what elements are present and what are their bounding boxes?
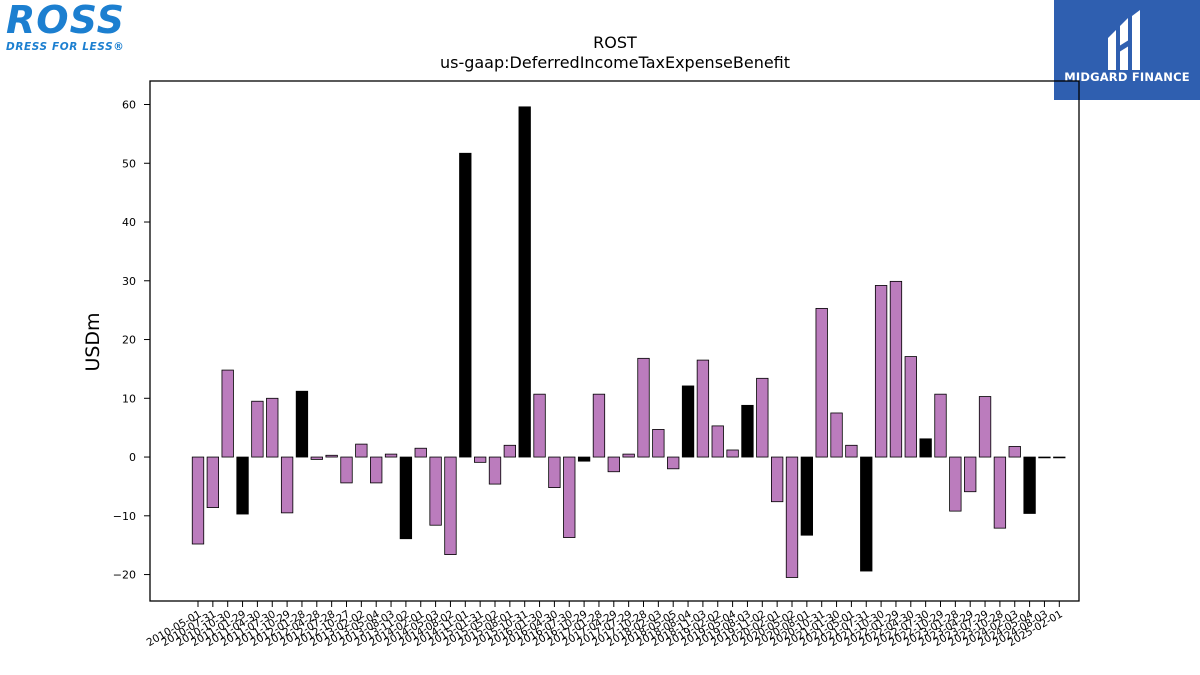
bar-2025-02-01	[1053, 456, 1066, 459]
y-axis-label: USDm	[82, 312, 104, 371]
bar-2012-04-28	[310, 456, 323, 460]
bar-2021-10-30	[874, 285, 888, 458]
midgard-emblem-icon	[1108, 10, 1140, 70]
y-tick-label: 40	[122, 216, 136, 229]
bar-2012-01-28	[295, 390, 309, 458]
bar-2020-02-01	[771, 456, 784, 503]
bar-2013-05-04	[370, 456, 383, 484]
bar-2019-11-02	[756, 377, 769, 458]
bar-2022-01-29	[889, 280, 903, 458]
bar-2021-05-01	[845, 444, 858, 458]
bar-2020-08-01	[800, 456, 813, 536]
bar-2017-04-29	[607, 456, 620, 473]
bar-2024-02-03	[1008, 446, 1021, 458]
bar-series	[191, 106, 1066, 578]
y-tick-label: 10	[122, 392, 136, 405]
ross-tagline: DRESS FOR LESS®	[6, 41, 125, 53]
bar-2017-07-29	[622, 453, 635, 458]
ross-logo: ROSS DRESS FOR LESS®	[4, 0, 136, 56]
bar-2014-08-02	[444, 456, 457, 555]
bar-2013-08-03	[384, 453, 398, 458]
bar-2017-10-28	[637, 357, 650, 458]
y-tick-label: 30	[122, 275, 136, 288]
ross-wordmark: ROSS	[6, 0, 125, 42]
bar-2010-10-30	[221, 369, 234, 458]
y-tick-label: 20	[122, 334, 136, 347]
bar-2015-08-01	[503, 444, 517, 458]
bar-2021-01-30	[830, 412, 843, 458]
bar-2024-08-03	[1038, 456, 1051, 459]
bar-2022-04-30	[904, 356, 917, 458]
bar-2018-11-03	[696, 359, 710, 458]
bar-2013-02-02	[355, 443, 368, 458]
midgard-finance-logo: MIDGARD FINANCE	[1054, 0, 1200, 100]
bar-2016-10-29	[577, 456, 591, 462]
bar-2020-05-02	[785, 456, 799, 578]
bar-2014-11-01	[459, 152, 472, 458]
bar-2018-08-04	[681, 385, 695, 458]
x-axis-ticks: 2010-05-012010-07-312010-10-302011-01-29…	[145, 601, 1065, 649]
bar-2022-10-29	[934, 393, 947, 458]
bar-2012-10-27	[340, 456, 353, 484]
bar-2018-02-03	[652, 429, 665, 458]
bar-2023-10-28	[993, 456, 1007, 529]
chart-title: ROST	[593, 33, 637, 52]
bar-2019-02-02	[711, 425, 724, 458]
bar-2010-07-31	[206, 456, 220, 508]
y-tick-label: 0	[129, 451, 136, 464]
bar-2020-10-31	[815, 307, 828, 458]
bar-2017-01-28	[592, 393, 606, 458]
y-tick-label: 50	[122, 157, 136, 170]
bar-2015-01-31	[473, 456, 487, 463]
bar-2010-05-01	[191, 456, 205, 545]
chart-subtitle: us-gaap:DeferredIncomeTaxExpenseBenefit	[440, 53, 790, 72]
plot-frame	[149, 80, 1080, 602]
bar-2011-01-29	[236, 456, 249, 515]
bar-2015-05-02	[488, 456, 502, 485]
midgard-finance-name: MIDGARD FINANCE	[1064, 70, 1190, 84]
bar-2011-10-29	[280, 456, 294, 514]
bar-2019-05-04	[726, 449, 739, 458]
bar-2022-07-30	[919, 438, 932, 458]
y-tick-label: −10	[113, 510, 136, 523]
y-tick-label: 60	[122, 99, 136, 112]
y-axis-ticks: −20 −10 0 10 20 30 40 50 60	[113, 99, 150, 582]
bar-2023-01-28	[949, 456, 962, 512]
bar-2011-04-30	[251, 400, 264, 458]
bar-2014-05-03	[429, 456, 442, 526]
bar-2018-05-05	[667, 456, 680, 470]
bar-2016-01-30	[533, 393, 546, 458]
bar-2019-08-03	[741, 404, 754, 458]
bar-2024-05-04	[1023, 456, 1036, 514]
bar-2023-07-29	[978, 396, 992, 458]
bar-2016-04-30	[548, 456, 561, 488]
bar-2015-10-31	[518, 106, 531, 458]
y-tick-label: −20	[113, 569, 136, 582]
bar-2013-11-02	[399, 456, 413, 540]
bar-2021-07-31	[860, 456, 873, 572]
bar-2016-07-30	[563, 456, 576, 538]
bar-2012-07-28	[325, 454, 338, 458]
bar-2011-07-30	[266, 397, 279, 458]
bar-2023-04-29	[964, 456, 977, 493]
bar-2014-02-01	[414, 447, 427, 458]
